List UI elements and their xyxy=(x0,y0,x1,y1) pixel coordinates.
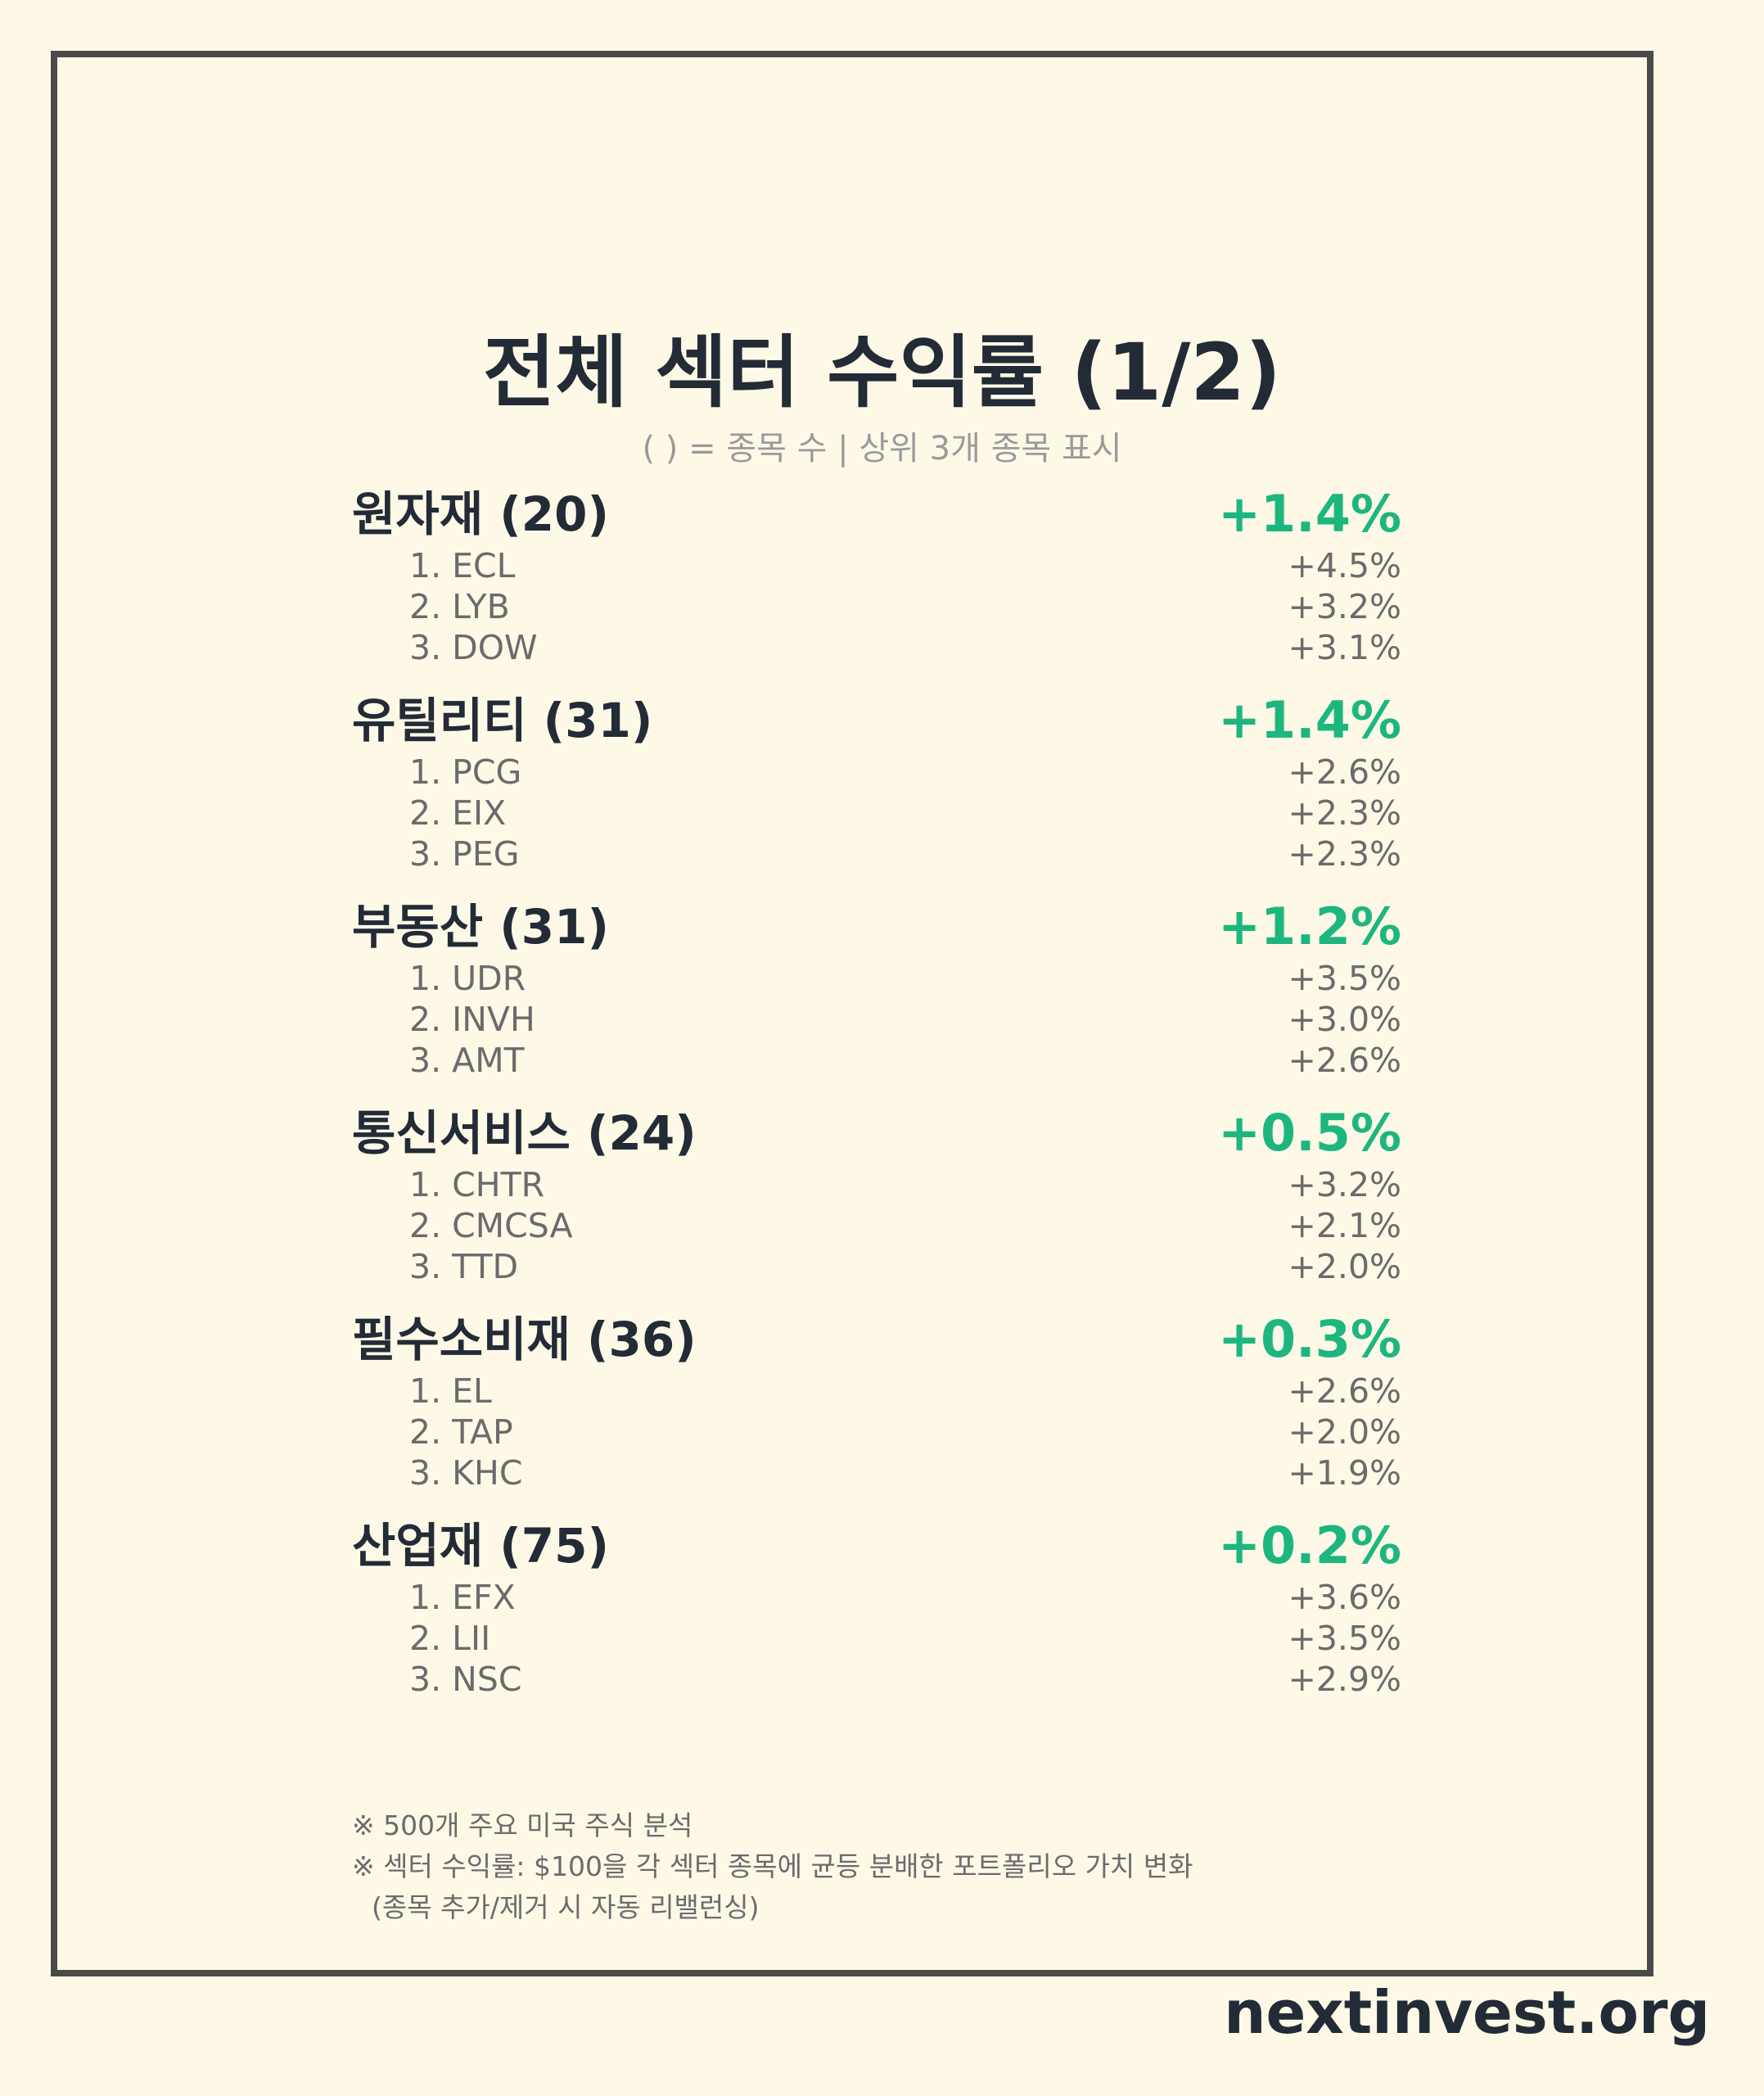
stock-label: 2. LYB xyxy=(409,587,510,626)
stock-return: +2.1% xyxy=(1288,1206,1401,1245)
sector-header: 산업재 (75) +0.2% xyxy=(352,1510,1401,1577)
stock-label: 1. ECL xyxy=(409,546,516,585)
stock-return: +2.6% xyxy=(1288,752,1401,792)
sector-name: 필수소비재 (36) xyxy=(352,1312,697,1367)
stock-label: 2. INVH xyxy=(409,1000,535,1039)
stock-return: +4.5% xyxy=(1288,546,1401,585)
sector-return: +1.4% xyxy=(1218,690,1401,750)
footnotes: ※ 500개 주요 미국 주식 분석 ※ 섹터 수익률: $100을 각 섹터 … xyxy=(352,1805,1193,1928)
stock-label: 3. DOW xyxy=(409,628,538,667)
stock-list: 1. ECL +4.5% 2. LYB +3.2% 3. DOW +3.1% xyxy=(352,545,1401,668)
sector-block: 유틸리티 (31) +1.4% 1. PCG +2.6% 2. EIX +2.3… xyxy=(352,684,1401,891)
stock-list: 1. PCG +2.6% 2. EIX +2.3% 3. PEG +2.3% xyxy=(352,752,1401,874)
stock-row: 1. CHTR +3.2% xyxy=(352,1164,1401,1205)
brand-watermark: nextinvest.org xyxy=(1224,1978,1710,2047)
stock-label: 2. TAP xyxy=(409,1412,513,1452)
stock-label: 1. CHTR xyxy=(409,1165,545,1204)
sector-header: 통신서비스 (24) +0.5% xyxy=(352,1097,1401,1164)
stock-return: +2.0% xyxy=(1288,1412,1401,1452)
stock-row: 3. TTD +2.0% xyxy=(352,1246,1401,1287)
stock-return: +2.9% xyxy=(1288,1660,1401,1699)
sector-block: 산업재 (75) +0.2% 1. EFX +3.6% 2. LII +3.5%… xyxy=(352,1510,1401,1716)
stock-row: 2. EIX +2.3% xyxy=(352,793,1401,833)
stock-label: 2. CMCSA xyxy=(409,1206,573,1245)
sector-return: +1.2% xyxy=(1218,897,1401,956)
stock-label: 2. LII xyxy=(409,1619,491,1658)
sector-return: +1.4% xyxy=(1218,484,1401,544)
stock-return: +2.3% xyxy=(1288,793,1401,833)
page-subtitle: ( ) = 종목 수 | 상위 3개 종목 표시 xyxy=(642,430,1122,468)
stock-label: 3. TTD xyxy=(409,1247,519,1286)
stock-return: +3.2% xyxy=(1288,587,1401,626)
stock-label: 1. EFX xyxy=(409,1578,516,1617)
footnote: ※ 500개 주요 미국 주식 분석 xyxy=(352,1809,693,1841)
stock-return: +1.9% xyxy=(1288,1453,1401,1493)
page-title: 전체 섹터 수익률 (1/2) xyxy=(483,327,1281,418)
stock-list: 1. EFX +3.6% 2. LII +3.5% 3. NSC +2.9% xyxy=(352,1577,1401,1700)
stock-label: 2. EIX xyxy=(409,793,507,833)
sector-header: 원자재 (20) +1.4% xyxy=(352,478,1401,545)
stock-return: +3.2% xyxy=(1288,1165,1401,1204)
stock-return: +2.6% xyxy=(1288,1041,1401,1080)
stock-row: 3. DOW +3.1% xyxy=(352,627,1401,668)
stock-label: 3. KHC xyxy=(409,1453,523,1493)
footnote: (종목 추가/제거 시 자동 리밸런싱) xyxy=(372,1891,760,1923)
sector-return: +0.2% xyxy=(1218,1516,1401,1575)
sector-block: 필수소비재 (36) +0.3% 1. EL +2.6% 2. TAP +2.0… xyxy=(352,1303,1401,1510)
content-frame xyxy=(51,51,1653,1976)
stock-row: 3. PEG +2.3% xyxy=(352,833,1401,874)
stock-row: 2. INVH +3.0% xyxy=(352,999,1401,1040)
stock-row: 1. UDR +3.5% xyxy=(352,958,1401,999)
stock-row: 1. EFX +3.6% xyxy=(352,1577,1401,1618)
sector-header: 부동산 (31) +1.2% xyxy=(352,891,1401,958)
stock-return: +2.0% xyxy=(1288,1247,1401,1286)
sector-return: +0.5% xyxy=(1218,1103,1401,1163)
sector-return: +0.3% xyxy=(1218,1309,1401,1369)
stock-row: 2. LYB +3.2% xyxy=(352,586,1401,627)
stock-label: 1. UDR xyxy=(409,959,526,998)
footnote: ※ 섹터 수익률: $100을 각 섹터 종목에 균등 분배한 포트폴리오 가치… xyxy=(352,1850,1193,1882)
stock-label: 3. PEG xyxy=(409,834,520,874)
stock-return: +3.5% xyxy=(1288,1619,1401,1658)
sector-name: 유틸리티 (31) xyxy=(352,693,653,748)
stock-row: 1. PCG +2.6% xyxy=(352,752,1401,793)
stock-return: +3.5% xyxy=(1288,959,1401,998)
stock-row: 3. KHC +1.9% xyxy=(352,1452,1401,1493)
sector-block: 통신서비스 (24) +0.5% 1. CHTR +3.2% 2. CMCSA … xyxy=(352,1097,1401,1303)
stock-label: 1. PCG xyxy=(409,752,522,792)
sector-name: 산업재 (75) xyxy=(352,1518,610,1574)
stock-return: +3.0% xyxy=(1288,1000,1401,1039)
stock-list: 1. CHTR +3.2% 2. CMCSA +2.1% 3. TTD +2.0… xyxy=(352,1164,1401,1287)
stock-label: 3. NSC xyxy=(409,1660,522,1699)
stock-row: 1. ECL +4.5% xyxy=(352,545,1401,586)
stock-return: +2.3% xyxy=(1288,834,1401,874)
stock-return: +2.6% xyxy=(1288,1371,1401,1411)
sector-name: 통신서비스 (24) xyxy=(352,1105,697,1161)
sector-header: 유틸리티 (31) +1.4% xyxy=(352,684,1401,752)
stock-row: 3. NSC +2.9% xyxy=(352,1659,1401,1700)
stock-return: +3.1% xyxy=(1288,628,1401,667)
stock-label: 3. AMT xyxy=(409,1041,525,1080)
sector-name: 원자재 (20) xyxy=(352,486,610,542)
stock-row: 3. AMT +2.6% xyxy=(352,1040,1401,1081)
sector-block: 부동산 (31) +1.2% 1. UDR +3.5% 2. INVH +3.0… xyxy=(352,891,1401,1097)
stock-list: 1. UDR +3.5% 2. INVH +3.0% 3. AMT +2.6% xyxy=(352,958,1401,1081)
sector-header: 필수소비재 (36) +0.3% xyxy=(352,1303,1401,1371)
stock-return: +3.6% xyxy=(1288,1578,1401,1617)
stock-row: 2. TAP +2.0% xyxy=(352,1412,1401,1452)
sector-list: 원자재 (20) +1.4% 1. ECL +4.5% 2. LYB +3.2%… xyxy=(352,478,1401,1716)
sector-name: 부동산 (31) xyxy=(352,899,610,955)
stock-row: 2. CMCSA +2.1% xyxy=(352,1205,1401,1246)
stock-row: 1. EL +2.6% xyxy=(352,1371,1401,1412)
stock-row: 2. LII +3.5% xyxy=(352,1618,1401,1659)
stock-list: 1. EL +2.6% 2. TAP +2.0% 3. KHC +1.9% xyxy=(352,1371,1401,1493)
stock-label: 1. EL xyxy=(409,1371,492,1411)
sector-block: 원자재 (20) +1.4% 1. ECL +4.5% 2. LYB +3.2%… xyxy=(352,478,1401,684)
